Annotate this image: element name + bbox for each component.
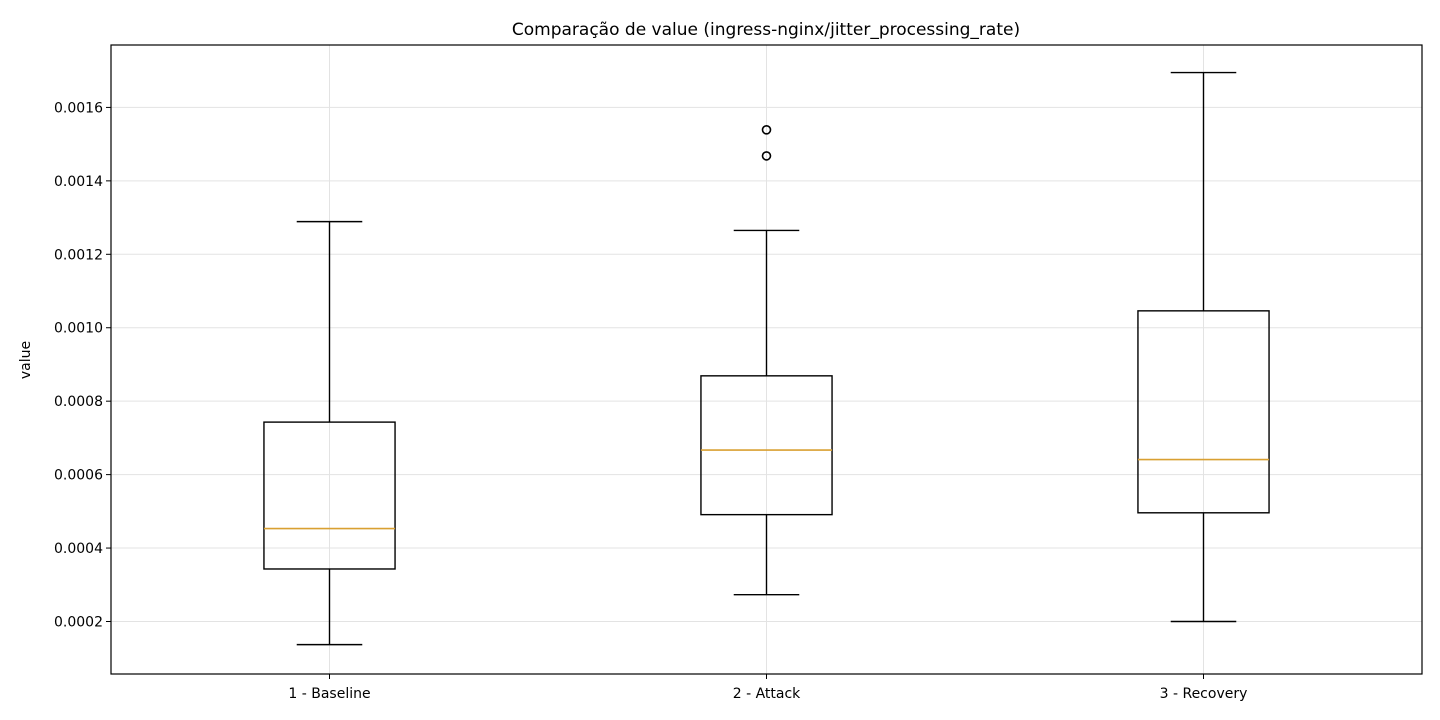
box-group-2 [700, 125, 833, 596]
y-tick-label: 0.0006 [54, 468, 103, 484]
iqr-box [263, 421, 396, 570]
x-tick-label: 2 - Attack [733, 686, 801, 702]
y-tick-label: 0.0010 [54, 321, 103, 337]
iqr-box [700, 375, 833, 516]
y-tick-label: 0.0008 [54, 394, 103, 410]
box-group-3 [1137, 71, 1270, 623]
chart-title: Comparação de value (ingress-nginx/jitte… [512, 20, 1020, 40]
y-tick-label: 0.0014 [54, 174, 103, 190]
x-tick-label: 1 - Baseline [288, 686, 370, 702]
y-tick-label: 0.0002 [54, 614, 103, 630]
y-tick-label: 0.0016 [54, 100, 103, 116]
outlier-point [761, 151, 772, 161]
iqr-box [1137, 310, 1270, 514]
x-tick-label: 3 - Recovery [1160, 686, 1248, 702]
y-axis: 0.0002 0.0004 0.0006 0.0008 0.0010 0.0012 0.00… [54, 100, 111, 630]
y-axis-label: value [18, 341, 34, 379]
outlier-point [761, 125, 772, 135]
y-tick-label: 0.0004 [54, 541, 103, 557]
x-axis: 1 - Baseline 2 - Attack 3 - Recovery [288, 674, 1247, 702]
box-layer [263, 71, 1270, 646]
box-group-1 [263, 220, 396, 646]
y-tick-label: 0.0012 [54, 247, 103, 263]
